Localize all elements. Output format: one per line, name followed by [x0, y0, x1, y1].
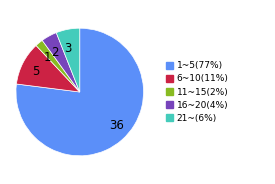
Text: 5: 5 — [32, 65, 40, 78]
Wedge shape — [16, 28, 144, 156]
Wedge shape — [16, 45, 80, 92]
Text: 2: 2 — [51, 46, 58, 59]
Text: 3: 3 — [64, 42, 72, 55]
Text: 36: 36 — [109, 119, 124, 132]
Wedge shape — [42, 33, 80, 92]
Text: 1: 1 — [44, 51, 51, 64]
Legend: 1~5(77%), 6~10(11%), 11~15(2%), 16~20(4%), 21~(6%): 1~5(77%), 6~10(11%), 11~15(2%), 16~20(4%… — [164, 60, 230, 124]
Wedge shape — [56, 28, 80, 92]
Wedge shape — [36, 40, 80, 92]
